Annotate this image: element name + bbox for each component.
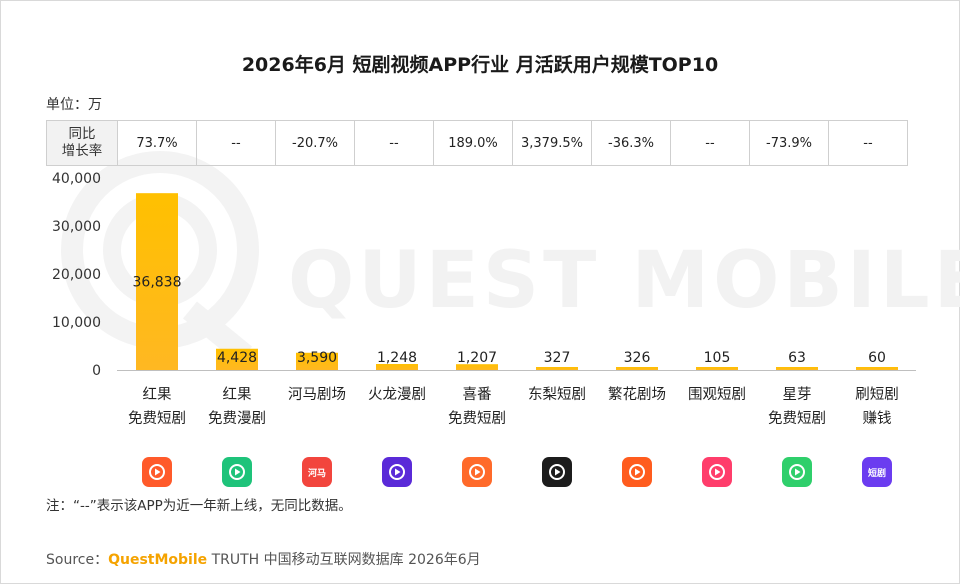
bar-value-label: 105 (704, 350, 731, 366)
x-axis-label-line: 围观短剧 (688, 387, 746, 403)
yoy-header-line1: 同比 (68, 126, 96, 142)
yoy-header: 同比 增长率 (46, 120, 118, 166)
x-axis-label: 喜番 免费短剧 (437, 383, 517, 431)
y-tick-label: 40,000 (52, 171, 101, 187)
x-axis-label-line: 繁花剧场 (608, 387, 666, 403)
x-axis-label: 红果 免费短剧 (117, 383, 197, 431)
bar-value-label: 327 (544, 350, 571, 366)
bar (776, 367, 818, 370)
x-axis-label-line: 红果 (142, 387, 172, 403)
yoy-cell: -- (828, 120, 908, 166)
yoy-cell: 3,379.5% (512, 120, 592, 166)
weiguan-play-icon (702, 457, 732, 487)
watermark-text: QUEST MOBILE (288, 236, 960, 326)
bar-value-label: 1,248 (377, 350, 417, 366)
yoy-cell: -36.3% (591, 120, 671, 166)
yoy-row: 同比 增长率 73.7% -- -20.7% -- 189.0% 3,379.5… (46, 120, 908, 166)
bar-value-label: 3,590 (297, 350, 337, 366)
green-play-icon (222, 457, 252, 487)
bar-value-label: 63 (788, 350, 806, 366)
x-axis-label-line: 免费漫剧 (208, 411, 266, 427)
hema-red-icon: 河马 (302, 457, 332, 487)
shuaduanju-purple-icon: 短剧 (862, 457, 892, 487)
yoy-cell: -- (670, 120, 750, 166)
bar (136, 193, 178, 370)
bar (456, 364, 498, 370)
yoy-cell: -- (196, 120, 276, 166)
bar (856, 367, 898, 370)
yoy-cell: 189.0% (433, 120, 513, 166)
huolong-purple-icon (382, 457, 412, 487)
source-line: Source：QuestMobile TRUTH 中国移动互联网数据库 2026… (46, 549, 481, 569)
x-axis-label: 火龙漫剧 (357, 383, 437, 407)
bar-value-label: 36,838 (133, 275, 182, 291)
x-axis-label: 繁花剧场 (597, 383, 677, 407)
x-axis-label-line: 喜番 (462, 387, 492, 403)
x-axis-label: 河马剧场 (277, 383, 357, 407)
x-axis-label-line: 免费短剧 (128, 411, 186, 427)
x-axis-label-line: 河马剧场 (288, 387, 346, 403)
y-tick-label: 10,000 (52, 315, 101, 331)
bar-value-label: 4,428 (217, 350, 257, 366)
yoy-cell: -73.9% (749, 120, 829, 166)
y-tick-label: 0 (92, 363, 101, 379)
y-tick-label: 20,000 (52, 267, 101, 283)
source-prefix: Source： (46, 552, 109, 568)
bar (616, 367, 658, 370)
x-axis-label: 红果 免费漫剧 (197, 383, 277, 431)
x-axis-label-line: 红果 (222, 387, 252, 403)
xifan-orange-icon (462, 457, 492, 487)
x-axis-label-line: 东梨短剧 (528, 387, 586, 403)
x-axis-label: 东梨短剧 (517, 383, 597, 407)
bar (296, 352, 338, 370)
y-tick-label: 30,000 (52, 219, 101, 235)
yoy-table: 同比 增长率 73.7% -- -20.7% -- 189.0% 3,379.5… (46, 120, 908, 166)
x-axis-label: 围观短剧 (677, 383, 757, 407)
source-suffix: TRUTH 中国移动互联网数据库 2026年6月 (207, 552, 481, 568)
source-brand: QuestMobile (108, 552, 208, 568)
footnote: 注：“--”表示该APP为近一年新上线，无同比数据。 (46, 498, 352, 514)
bar (696, 367, 738, 370)
bar-chart: 40,000 30,000 20,000 10,000 0 36,838 4,428 3,5… (52, 171, 916, 379)
bar (216, 348, 258, 370)
x-axis-label-line: 免费短剧 (768, 411, 826, 427)
x-axis-label-line: 免费短剧 (448, 411, 506, 427)
x-axis-label-line: 赚钱 (862, 411, 892, 427)
x-axis-label: 星芽 免费短剧 (757, 383, 837, 431)
x-axis-label-line: 刷短剧 (855, 387, 899, 403)
x-axis-label: 刷短剧 赚钱 (837, 383, 917, 431)
chart-title: 2026年6月 短剧视频APP行业 月活跃用户规模TOP10 (241, 54, 719, 76)
bar-value-label: 1,207 (457, 350, 497, 366)
xingya-green-icon (782, 457, 812, 487)
fanhua-flower-icon (622, 457, 652, 487)
yoy-cell: -20.7% (275, 120, 355, 166)
yoy-cell: 73.7% (117, 120, 197, 166)
x-axis-label-line: 星芽 (782, 387, 812, 403)
bar-value-label: 60 (868, 350, 886, 366)
yoy-header-line2: 增长率 (61, 143, 103, 159)
yoy-cell: -- (354, 120, 434, 166)
bar-value-label: 326 (624, 350, 651, 366)
x-axis-label-line: 火龙漫剧 (368, 387, 426, 403)
red-orange-play-icon (142, 457, 172, 487)
bar (376, 364, 418, 370)
unit-label: 单位：万 (46, 97, 102, 113)
bar (536, 367, 578, 370)
dongli-black-icon (542, 457, 572, 487)
